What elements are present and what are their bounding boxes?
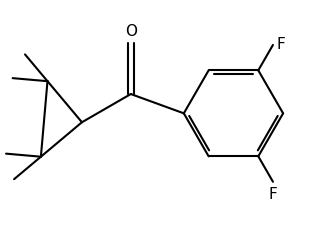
Text: F: F (269, 187, 277, 202)
Text: F: F (276, 37, 285, 52)
Text: O: O (125, 24, 137, 39)
